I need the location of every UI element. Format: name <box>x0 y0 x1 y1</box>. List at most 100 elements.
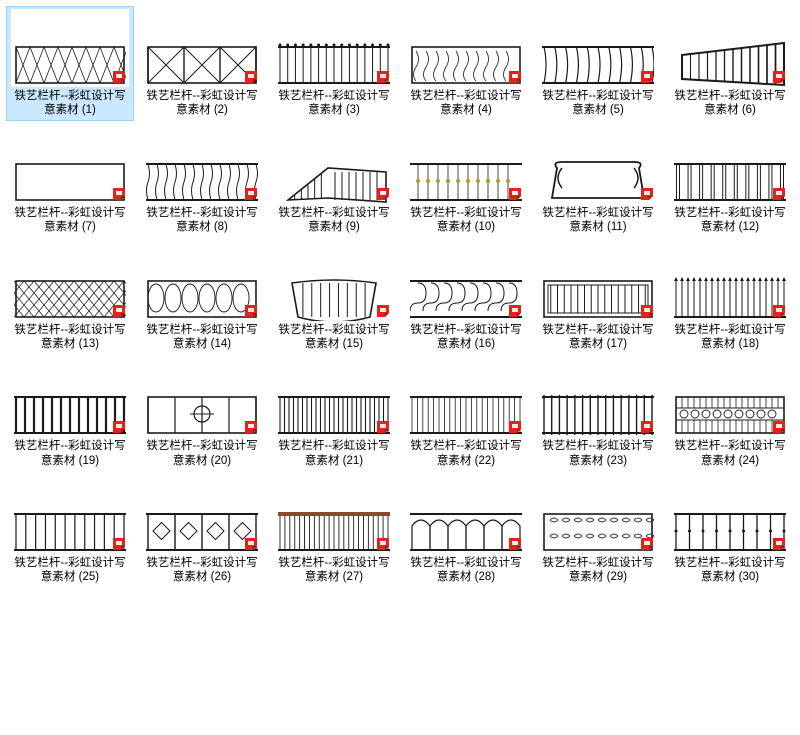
file-item-7[interactable]: 铁艺栏杆--彩虹设计写意素材 (7) <box>6 123 134 238</box>
file-item-2[interactable]: 铁艺栏杆--彩虹设计写意素材 (2) <box>138 6 266 121</box>
thumbnail-wrap <box>407 359 525 437</box>
file-item-19[interactable]: 铁艺栏杆--彩虹设计写意素材 (19) <box>6 356 134 471</box>
sketchup-badge-icon <box>507 69 523 85</box>
railing-thumb <box>14 41 126 87</box>
file-label: 铁艺栏杆--彩虹设计写意素材 (22) <box>407 439 525 468</box>
thumbnail-wrap <box>407 9 525 87</box>
file-item-26[interactable]: 铁艺栏杆--彩虹设计写意素材 (26) <box>138 473 266 588</box>
thumbnail-wrap <box>671 359 789 437</box>
thumbnail-wrap <box>143 476 261 554</box>
file-item-23[interactable]: 铁艺栏杆--彩虹设计写意素材 (23) <box>534 356 662 471</box>
railing-thumb <box>542 275 654 321</box>
file-item-11[interactable]: 铁艺栏杆--彩虹设计写意素材 (11) <box>534 123 662 238</box>
thumbnail-wrap <box>539 243 657 321</box>
file-label: 铁艺栏杆--彩虹设计写意素材 (24) <box>671 439 789 468</box>
file-item-3[interactable]: 铁艺栏杆--彩虹设计写意素材 (3) <box>270 6 398 121</box>
thumbnail-wrap <box>11 359 129 437</box>
file-item-5[interactable]: 铁艺栏杆--彩虹设计写意素材 (5) <box>534 6 662 121</box>
file-item-28[interactable]: 铁艺栏杆--彩虹设计写意素材 (28) <box>402 473 530 588</box>
sketchup-badge-icon <box>771 69 787 85</box>
file-label: 铁艺栏杆--彩虹设计写意素材 (7) <box>11 206 129 235</box>
sketchup-badge-icon <box>243 186 259 202</box>
file-label: 铁艺栏杆--彩虹设计写意素材 (15) <box>275 323 393 352</box>
thumbnail-wrap <box>11 9 129 87</box>
sketchup-badge-icon <box>111 69 127 85</box>
railing-thumb <box>410 508 522 554</box>
sketchup-badge-icon <box>639 419 655 435</box>
sketchup-badge-icon <box>771 186 787 202</box>
file-label: 铁艺栏杆--彩虹设计写意素材 (26) <box>143 556 261 585</box>
file-item-14[interactable]: 铁艺栏杆--彩虹设计写意素材 (14) <box>138 240 266 355</box>
thumbnail-wrap <box>539 359 657 437</box>
railing-thumb <box>410 158 522 204</box>
file-item-10[interactable]: 铁艺栏杆--彩虹设计写意素材 (10) <box>402 123 530 238</box>
sketchup-badge-icon <box>771 303 787 319</box>
sketchup-badge-icon <box>375 536 391 552</box>
file-item-18[interactable]: 铁艺栏杆--彩虹设计写意素材 (18) <box>666 240 794 355</box>
file-label: 铁艺栏杆--彩虹设计写意素材 (19) <box>11 439 129 468</box>
file-label: 铁艺栏杆--彩虹设计写意素材 (13) <box>11 323 129 352</box>
thumbnail-wrap <box>671 126 789 204</box>
file-item-21[interactable]: 铁艺栏杆--彩虹设计写意素材 (21) <box>270 356 398 471</box>
file-label: 铁艺栏杆--彩虹设计写意素材 (3) <box>275 89 393 118</box>
file-label: 铁艺栏杆--彩虹设计写意素材 (25) <box>11 556 129 585</box>
file-item-8[interactable]: 铁艺栏杆--彩虹设计写意素材 (8) <box>138 123 266 238</box>
sketchup-badge-icon <box>375 419 391 435</box>
railing-thumb <box>146 391 258 437</box>
sketchup-badge-icon <box>507 303 523 319</box>
file-item-13[interactable]: 铁艺栏杆--彩虹设计写意素材 (13) <box>6 240 134 355</box>
file-item-29[interactable]: 铁艺栏杆--彩虹设计写意素材 (29) <box>534 473 662 588</box>
file-item-30[interactable]: 铁艺栏杆--彩虹设计写意素材 (30) <box>666 473 794 588</box>
railing-thumb <box>14 391 126 437</box>
sketchup-badge-icon <box>639 303 655 319</box>
file-label: 铁艺栏杆--彩虹设计写意素材 (21) <box>275 439 393 468</box>
file-item-4[interactable]: 铁艺栏杆--彩虹设计写意素材 (4) <box>402 6 530 121</box>
sketchup-badge-icon <box>507 186 523 202</box>
file-item-16[interactable]: 铁艺栏杆--彩虹设计写意素材 (16) <box>402 240 530 355</box>
file-label: 铁艺栏杆--彩虹设计写意素材 (18) <box>671 323 789 352</box>
file-label: 铁艺栏杆--彩虹设计写意素材 (27) <box>275 556 393 585</box>
sketchup-badge-icon <box>375 186 391 202</box>
file-item-12[interactable]: 铁艺栏杆--彩虹设计写意素材 (12) <box>666 123 794 238</box>
railing-thumb <box>14 158 126 204</box>
sketchup-badge-icon <box>243 419 259 435</box>
railing-thumb <box>542 41 654 87</box>
railing-thumb <box>674 391 786 437</box>
file-label: 铁艺栏杆--彩虹设计写意素材 (29) <box>539 556 657 585</box>
railing-thumb <box>410 275 522 321</box>
file-item-25[interactable]: 铁艺栏杆--彩虹设计写意素材 (25) <box>6 473 134 588</box>
file-item-27[interactable]: 铁艺栏杆--彩虹设计写意素材 (27) <box>270 473 398 588</box>
thumbnail-wrap <box>275 359 393 437</box>
railing-thumb <box>278 508 390 554</box>
file-item-22[interactable]: 铁艺栏杆--彩虹设计写意素材 (22) <box>402 356 530 471</box>
sketchup-badge-icon <box>111 186 127 202</box>
file-label: 铁艺栏杆--彩虹设计写意素材 (1) <box>11 89 129 118</box>
thumbnail-wrap <box>275 126 393 204</box>
file-item-15[interactable]: 铁艺栏杆--彩虹设计写意素材 (15) <box>270 240 398 355</box>
railing-thumb <box>146 158 258 204</box>
thumbnail-wrap <box>11 126 129 204</box>
sketchup-badge-icon <box>639 69 655 85</box>
sketchup-badge-icon <box>639 536 655 552</box>
file-item-9[interactable]: 铁艺栏杆--彩虹设计写意素材 (9) <box>270 123 398 238</box>
file-item-20[interactable]: 铁艺栏杆--彩虹设计写意素材 (20) <box>138 356 266 471</box>
sketchup-badge-icon <box>639 186 655 202</box>
file-item-1[interactable]: 铁艺栏杆--彩虹设计写意素材 (1) <box>6 6 134 121</box>
railing-thumb <box>278 275 390 321</box>
file-item-6[interactable]: 铁艺栏杆--彩虹设计写意素材 (6) <box>666 6 794 121</box>
thumbnail-wrap <box>143 243 261 321</box>
railing-thumb <box>542 508 654 554</box>
file-item-17[interactable]: 铁艺栏杆--彩虹设计写意素材 (17) <box>534 240 662 355</box>
file-item-24[interactable]: 铁艺栏杆--彩虹设计写意素材 (24) <box>666 356 794 471</box>
thumbnail-wrap <box>11 476 129 554</box>
sketchup-badge-icon <box>771 536 787 552</box>
thumbnail-wrap <box>275 9 393 87</box>
thumbnail-wrap <box>143 359 261 437</box>
file-label: 铁艺栏杆--彩虹设计写意素材 (6) <box>671 89 789 118</box>
file-label: 铁艺栏杆--彩虹设计写意素材 (28) <box>407 556 525 585</box>
thumbnail-wrap <box>671 243 789 321</box>
file-label: 铁艺栏杆--彩虹设计写意素材 (10) <box>407 206 525 235</box>
sketchup-badge-icon <box>375 303 391 319</box>
thumbnail-wrap <box>143 9 261 87</box>
sketchup-badge-icon <box>507 536 523 552</box>
